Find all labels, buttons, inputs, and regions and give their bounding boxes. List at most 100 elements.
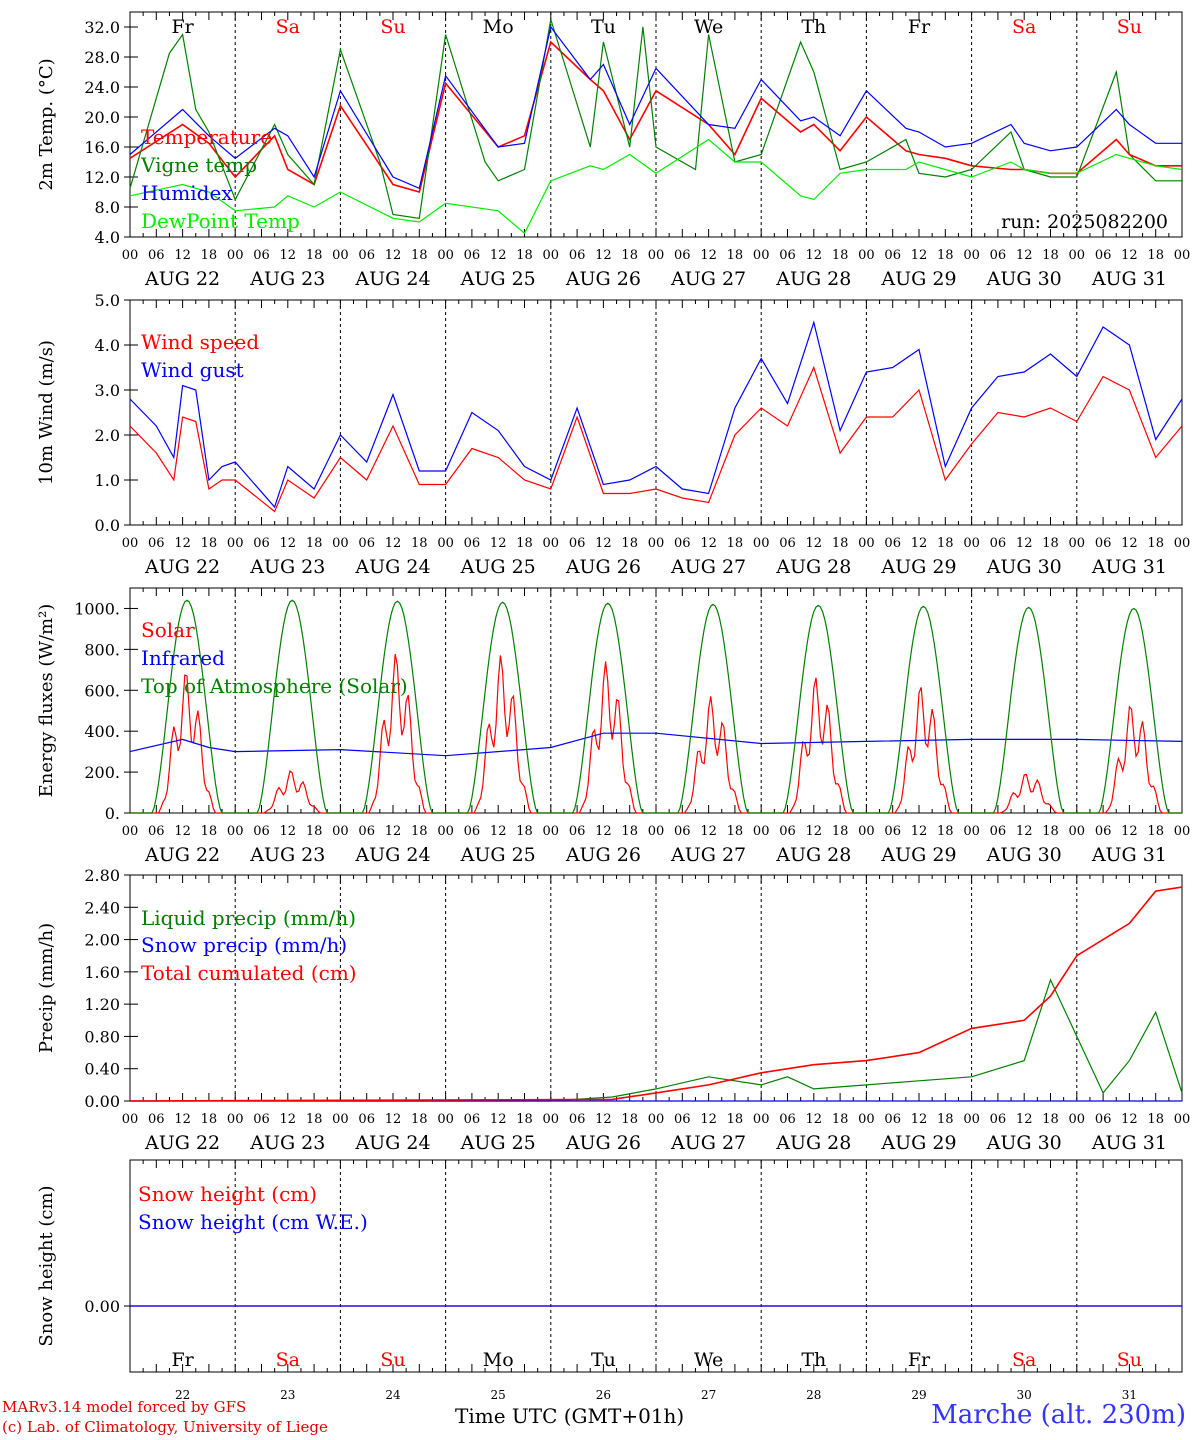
hour-label: 00: [753, 824, 770, 839]
hour-label: 12: [1016, 1112, 1033, 1127]
date-label: AUG 30: [986, 268, 1062, 290]
hour-label: 18: [937, 824, 954, 839]
hour-label: 18: [1147, 824, 1164, 839]
hour-label: 12: [1016, 536, 1033, 551]
hour-label: 18: [306, 536, 323, 551]
hour-label: 12: [174, 248, 191, 263]
legend-entry: Wind gust: [141, 358, 244, 382]
series-line-dewpoint-temp: [129, 138, 1183, 235]
plot-frame: [129, 11, 1183, 238]
legend-entry: Wind speed: [141, 330, 259, 354]
hour-label: 00: [753, 1112, 770, 1127]
y-tick-label: 800.: [84, 640, 120, 659]
hour-label: 12: [700, 536, 717, 551]
day-number: 30: [1017, 1388, 1032, 1402]
hour-label: 12: [806, 824, 823, 839]
legend-entry: Snow height (cm W.E.): [138, 1210, 368, 1234]
hour-label: 12: [700, 248, 717, 263]
hour-label: 12: [385, 248, 402, 263]
y-tick-label: 2.40: [84, 898, 120, 917]
hour-label: 06: [884, 1112, 901, 1127]
hour-label: 06: [464, 248, 481, 263]
hour-label: 06: [569, 536, 586, 551]
hour-label: 06: [358, 824, 375, 839]
hour-label: 06: [1095, 536, 1112, 551]
hour-label: 00: [648, 248, 665, 263]
hour-label: 00: [122, 1112, 139, 1127]
y-tick-label: 2.0: [95, 426, 120, 445]
hour-label: 06: [884, 248, 901, 263]
hour-label: 00: [963, 824, 980, 839]
date-label: AUG 31: [1091, 1132, 1167, 1154]
hour-label: 06: [674, 1112, 691, 1127]
hour-label: 12: [700, 824, 717, 839]
panel-4: [124, 874, 1183, 1102]
day-number: 25: [491, 1388, 506, 1402]
legend-entry: Total cumulated (cm): [141, 961, 357, 985]
series-line-liquid-precip-mm-h-: [130, 978, 1183, 1102]
hour-label: 12: [490, 536, 507, 551]
hour-label: 18: [201, 248, 218, 263]
hour-label: 06: [884, 536, 901, 551]
hour-label: 18: [1042, 824, 1059, 839]
weekday-label: Th: [801, 1349, 826, 1371]
legend-entry: Snow height (cm): [138, 1182, 317, 1206]
hour-label: 00: [963, 536, 980, 551]
date-label: AUG 22: [144, 1132, 220, 1154]
hour-label: 00: [122, 536, 139, 551]
hour-label: 00: [1069, 1112, 1086, 1127]
weekday-label: Sa: [1012, 1349, 1036, 1371]
hour-label: 12: [911, 536, 928, 551]
hour-label: 00: [1069, 536, 1086, 551]
date-label: AUG 29: [880, 1132, 956, 1154]
weekday-label: Tu: [591, 1349, 616, 1371]
hour-label: 12: [595, 824, 612, 839]
series-line-infrared: [129, 732, 1183, 757]
panel-3: [124, 587, 1183, 814]
hour-label: 06: [253, 1112, 270, 1127]
date-label: AUG 22: [144, 268, 220, 290]
hour-label: 06: [464, 824, 481, 839]
hour-label: 00: [332, 824, 349, 839]
hour-label: 00: [227, 824, 244, 839]
hour-label: 00: [543, 824, 560, 839]
date-label: AUG 27: [670, 844, 746, 866]
hour-label: 00: [648, 536, 665, 551]
station-label: Marche (alt. 230m): [931, 1400, 1186, 1430]
hour-label: 12: [280, 248, 297, 263]
y-tick-label: 1.20: [84, 995, 120, 1014]
hour-label: 18: [411, 824, 428, 839]
hour-label: 00: [858, 1112, 875, 1127]
hour-label: 12: [490, 248, 507, 263]
date-label: AUG 29: [880, 556, 956, 578]
hour-label: 12: [174, 824, 191, 839]
hour-label: 06: [990, 824, 1007, 839]
hour-label: 18: [1042, 248, 1059, 263]
hour-label: 00: [1174, 824, 1191, 839]
legend-entry: Temperature: [141, 125, 272, 149]
hour-label: 06: [569, 1112, 586, 1127]
y-axis-label: 2m Temp. (°C): [36, 58, 57, 190]
date-label: AUG 25: [460, 844, 536, 866]
series-line-top-of-atmosphere-solar-: [130, 599, 1182, 814]
legend-entry: Humidex: [141, 181, 233, 205]
date-label: AUG 23: [249, 844, 325, 866]
date-label: AUG 23: [249, 556, 325, 578]
hour-label: 12: [1121, 248, 1138, 263]
hour-label: 00: [437, 248, 454, 263]
run-label: run: 2025082200: [1001, 211, 1168, 233]
date-label: AUG 27: [670, 1132, 746, 1154]
hour-label: 00: [122, 248, 139, 263]
date-label: AUG 28: [775, 1132, 851, 1154]
day-number: 24: [385, 1388, 401, 1402]
hour-label: 00: [437, 1112, 454, 1127]
series-line-wind-speed: [129, 365, 1183, 513]
hour-label: 18: [727, 1112, 744, 1127]
y-tick-label: 1.60: [84, 963, 120, 982]
hour-label: 00: [227, 1112, 244, 1127]
hour-label: 00: [332, 536, 349, 551]
y-tick-label: 4.0: [95, 228, 120, 247]
hour-label: 18: [1147, 536, 1164, 551]
day-number: 22: [175, 1388, 190, 1402]
hour-label: 12: [1121, 1112, 1138, 1127]
